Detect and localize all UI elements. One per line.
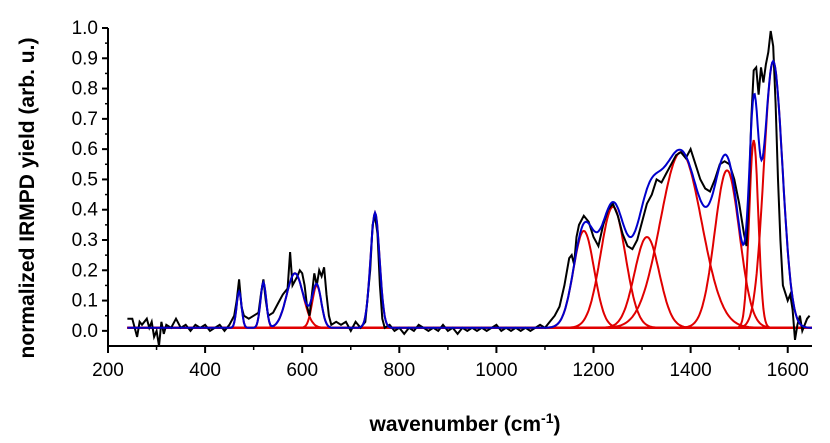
- component-peak-10: [127, 169, 812, 329]
- x-axis-title: wavenumber (cm-1): [368, 410, 560, 436]
- y-tick-label: 0.3: [72, 230, 98, 251]
- component-peak-11: [127, 139, 812, 329]
- x-tick-label: 800: [383, 360, 415, 381]
- peak-components: [127, 59, 812, 329]
- component-peak-6: [127, 229, 812, 329]
- y-tick-label: 0.7: [72, 109, 98, 130]
- x-axis-title-tail: ): [554, 413, 561, 436]
- tick-labels: 0.0 0.1 0.2 0.3 0.4 0.5 0.6 0.7 0.8 0.9 1.0 200 400 6…: [72, 18, 809, 381]
- axes: [102, 27, 812, 353]
- x-axis-title-sup: -1: [541, 410, 554, 426]
- x-axis-title-main: wavenumber (cm: [368, 413, 541, 436]
- component-peak-8: [127, 235, 812, 329]
- x-tick-label: 200: [92, 360, 124, 381]
- series-fit: [127, 59, 812, 329]
- y-tick-label: 0.6: [72, 139, 98, 160]
- y-tick-label: 0.5: [72, 169, 98, 190]
- x-tick-label: 1200: [572, 360, 614, 381]
- x-tick-label: 1000: [475, 360, 517, 381]
- x-tick-label: 1400: [669, 360, 711, 381]
- y-tick-label: 0.8: [72, 79, 98, 100]
- y-tick-label: 1.0: [72, 18, 98, 39]
- y-tick-label: 0.4: [72, 200, 99, 221]
- x-tick-label: 600: [286, 360, 318, 381]
- component-peak-3: [127, 272, 812, 329]
- component-peak-12: [127, 59, 812, 329]
- x-tick-label: 400: [189, 360, 221, 381]
- x-tick-label: 1600: [767, 360, 809, 381]
- y-tick-label: 0.0: [72, 321, 98, 342]
- y-tick-label: 0.2: [72, 260, 98, 281]
- y-tick-label: 0.9: [72, 48, 98, 69]
- y-axis-title: normalized IRMPD yield (arb. u.): [16, 38, 39, 359]
- y-tick-label: 0.1: [72, 291, 98, 312]
- component-peak-9: [127, 151, 812, 329]
- series-experimental: [127, 30, 811, 347]
- component-peak-2: [127, 279, 812, 329]
